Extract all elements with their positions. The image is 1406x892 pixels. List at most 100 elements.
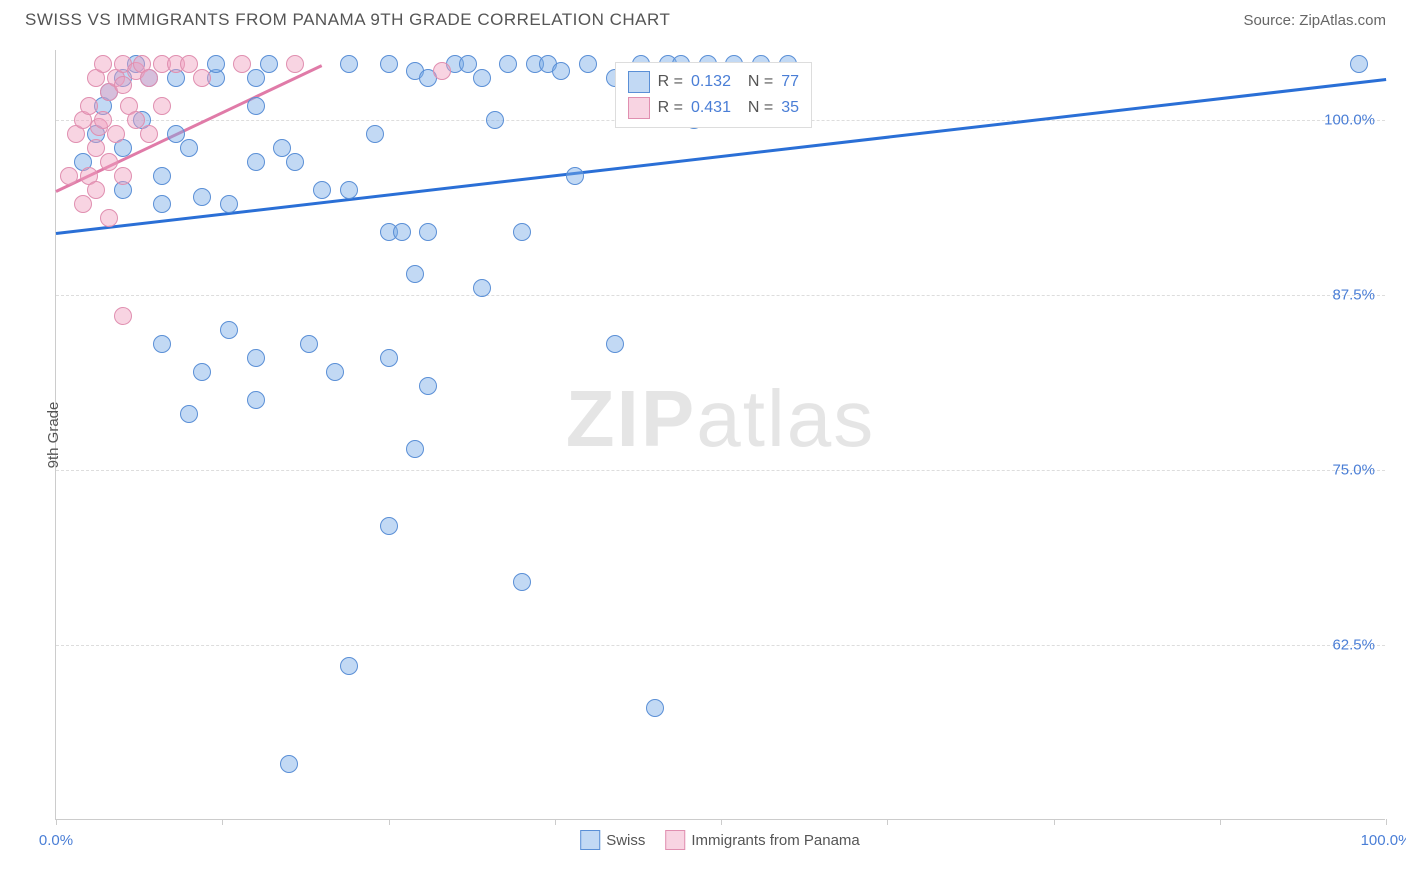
y-tick-label: 62.5% [1332, 637, 1375, 654]
watermark-light: atlas [696, 374, 875, 463]
legend-swatch [665, 830, 685, 850]
point-swiss [366, 125, 384, 143]
point-swiss [220, 321, 238, 339]
point-panama [60, 167, 78, 185]
watermark: ZIPatlas [566, 373, 875, 465]
point-swiss [260, 55, 278, 73]
point-swiss [380, 517, 398, 535]
point-swiss [513, 223, 531, 241]
x-tick [721, 819, 722, 825]
point-panama [153, 97, 171, 115]
point-panama [107, 125, 125, 143]
point-swiss [207, 55, 225, 73]
point-swiss [247, 97, 265, 115]
chart-source: Source: ZipAtlas.com [1243, 12, 1386, 29]
point-swiss [473, 69, 491, 87]
x-tick-label: 0.0% [39, 832, 73, 849]
point-swiss [566, 167, 584, 185]
legend-swatch [628, 71, 650, 93]
point-swiss [220, 195, 238, 213]
grid-line [56, 470, 1385, 471]
point-swiss [340, 55, 358, 73]
point-panama [100, 153, 118, 171]
chart-header: SWISS VS IMMIGRANTS FROM PANAMA 9TH GRAD… [0, 0, 1406, 35]
point-swiss [326, 363, 344, 381]
point-panama [114, 76, 132, 94]
chart-title: SWISS VS IMMIGRANTS FROM PANAMA 9TH GRAD… [25, 10, 670, 30]
point-swiss [247, 349, 265, 367]
stats-legend: R = 0.132 N = 77R = 0.431 N = 35 [615, 62, 812, 128]
x-tick [1054, 819, 1055, 825]
point-swiss [380, 55, 398, 73]
point-swiss [247, 391, 265, 409]
point-panama [233, 55, 251, 73]
point-swiss [406, 265, 424, 283]
grid-line [56, 295, 1385, 296]
x-tick [1220, 819, 1221, 825]
y-tick-label: 75.0% [1332, 462, 1375, 479]
point-swiss [419, 223, 437, 241]
point-swiss [579, 55, 597, 73]
legend-item: Immigrants from Panama [665, 830, 859, 850]
point-panama [433, 62, 451, 80]
y-tick-label: 87.5% [1332, 287, 1375, 304]
point-swiss [406, 440, 424, 458]
point-swiss [419, 377, 437, 395]
point-panama [140, 125, 158, 143]
point-swiss [340, 657, 358, 675]
x-tick [389, 819, 390, 825]
point-swiss [552, 62, 570, 80]
point-panama [114, 167, 132, 185]
x-tick [222, 819, 223, 825]
stats-row: R = 0.132 N = 77 [628, 69, 799, 95]
point-panama [286, 55, 304, 73]
point-swiss [153, 167, 171, 185]
point-panama [114, 307, 132, 325]
x-tick-label: 100.0% [1361, 832, 1406, 849]
point-swiss [486, 111, 504, 129]
x-tick [1386, 819, 1387, 825]
point-swiss [473, 279, 491, 297]
point-swiss [193, 363, 211, 381]
point-swiss [300, 335, 318, 353]
point-swiss [167, 125, 185, 143]
point-swiss [513, 573, 531, 591]
point-swiss [393, 223, 411, 241]
stats-row: R = 0.431 N = 35 [628, 95, 799, 121]
legend-swatch [628, 97, 650, 119]
point-swiss [153, 335, 171, 353]
point-swiss [180, 139, 198, 157]
x-tick [555, 819, 556, 825]
point-swiss [286, 153, 304, 171]
point-swiss [280, 755, 298, 773]
y-axis-label: 9th Grade [45, 402, 62, 469]
grid-line [56, 645, 1385, 646]
point-swiss [313, 181, 331, 199]
point-swiss [380, 349, 398, 367]
point-swiss [247, 153, 265, 171]
legend-label: Swiss [606, 832, 645, 849]
point-swiss [646, 699, 664, 717]
chart-container: ZIPatlas 62.5%75.0%87.5%100.0%0.0%100.0%… [55, 50, 1385, 820]
point-swiss [1350, 55, 1368, 73]
point-swiss [340, 181, 358, 199]
point-swiss [499, 55, 517, 73]
point-panama [193, 69, 211, 87]
x-tick [56, 819, 57, 825]
point-swiss [193, 188, 211, 206]
legend-item: Swiss [580, 830, 645, 850]
point-swiss [180, 405, 198, 423]
point-swiss [247, 69, 265, 87]
legend-swatch [580, 830, 600, 850]
watermark-bold: ZIP [566, 374, 696, 463]
point-swiss [153, 195, 171, 213]
y-tick-label: 100.0% [1324, 112, 1375, 129]
point-panama [140, 69, 158, 87]
x-tick [887, 819, 888, 825]
point-panama [100, 209, 118, 227]
point-swiss [606, 335, 624, 353]
legend-label: Immigrants from Panama [691, 832, 859, 849]
bottom-legend: Swiss Immigrants from Panama [580, 830, 860, 850]
plot-area: ZIPatlas 62.5%75.0%87.5%100.0%0.0%100.0%… [55, 50, 1385, 820]
point-panama [87, 181, 105, 199]
